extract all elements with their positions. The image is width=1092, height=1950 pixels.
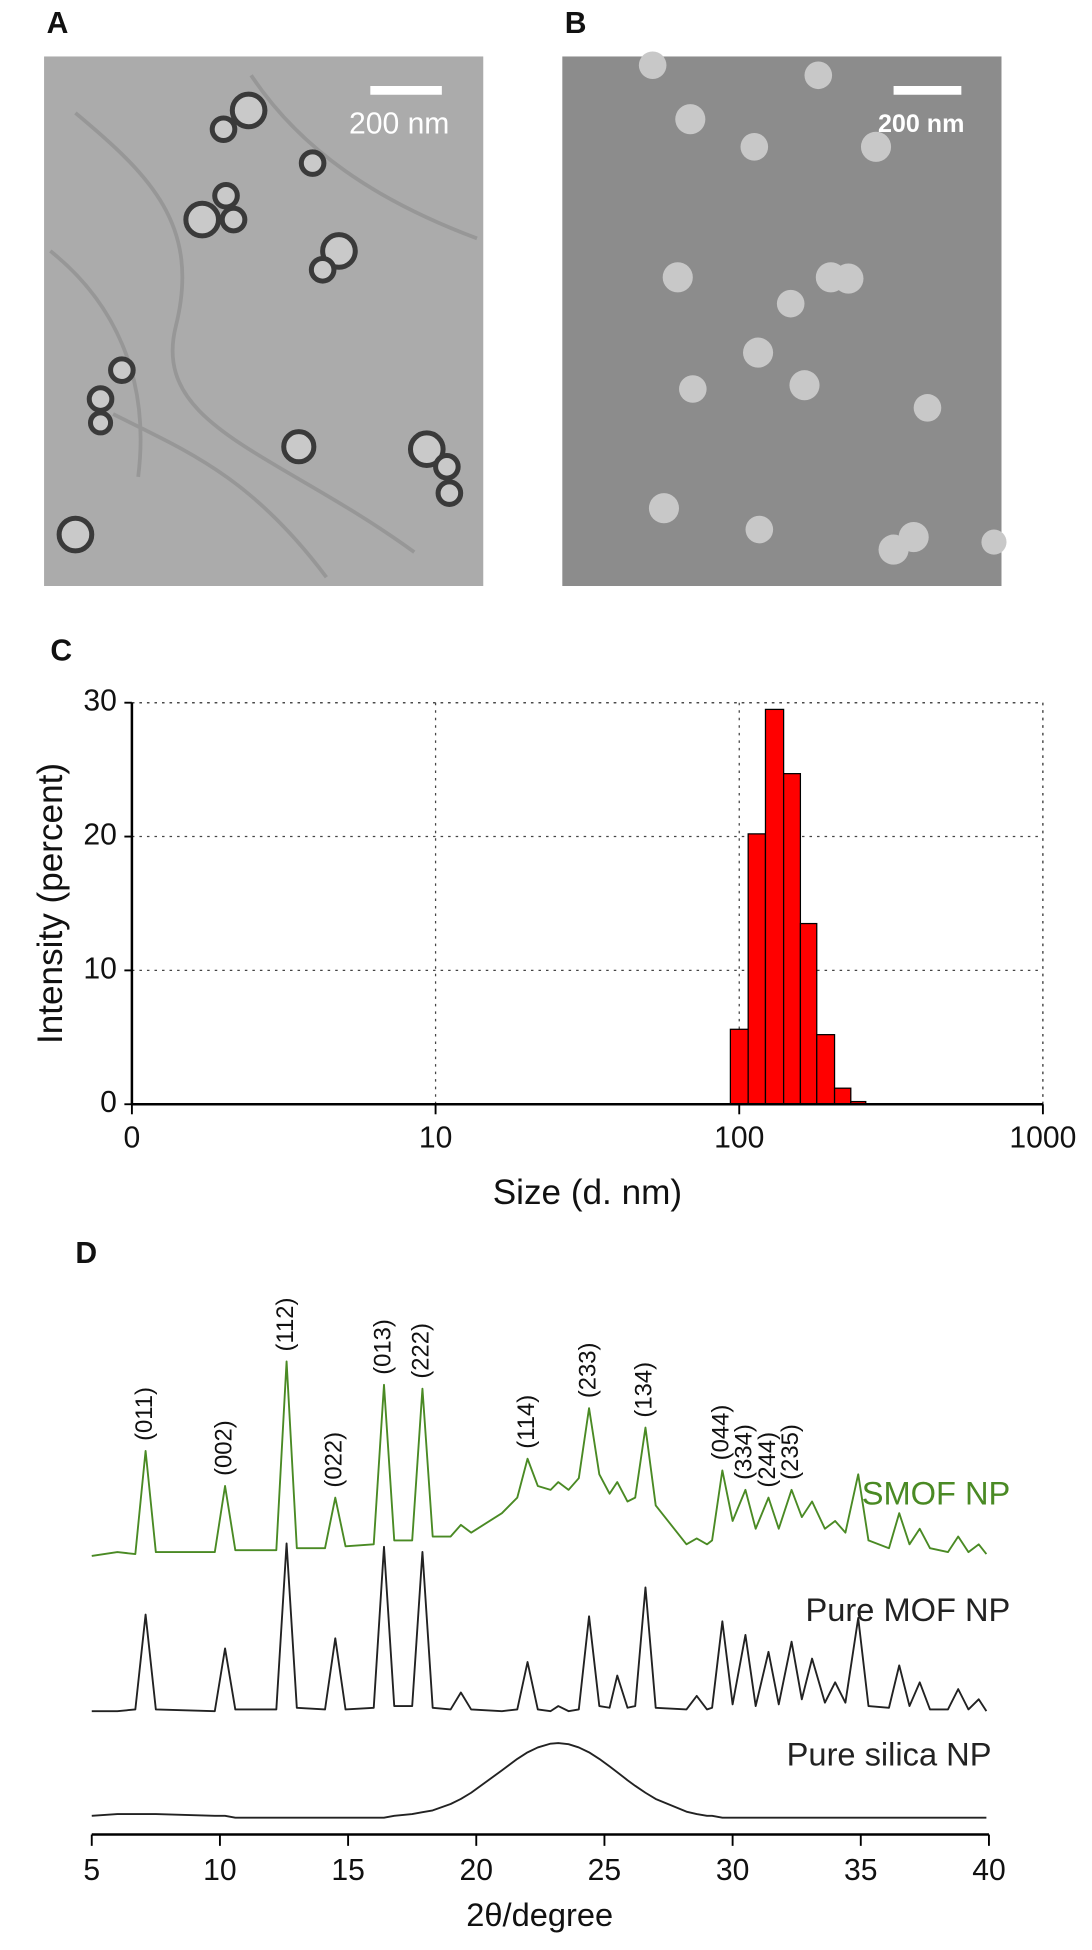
xrd-curve: [91, 1360, 988, 1557]
peak-label: (002): [210, 1420, 237, 1476]
panel-label: C: [50, 634, 72, 667]
peak-label: (235): [777, 1424, 804, 1480]
y-tick-label: 20: [83, 819, 117, 852]
peak-label: (134): [631, 1362, 658, 1418]
sem-image: [562, 51, 1007, 587]
tem-image: [44, 56, 484, 587]
x-tick-label: 5: [83, 1854, 100, 1887]
peak-label: (222): [408, 1323, 435, 1379]
panel-label: D: [75, 1237, 97, 1270]
scale-bar-label: 200 nm: [878, 110, 964, 138]
y-tick-label: 10: [83, 952, 117, 985]
peak-label: (114): [513, 1395, 540, 1449]
peak-label: (112): [272, 1298, 299, 1352]
x-tick-label: 1000: [1009, 1121, 1076, 1154]
scale-bar-label: 200 nm: [349, 107, 449, 140]
particles: [56, 91, 464, 554]
series-label: Pure MOF NP: [806, 1591, 1011, 1628]
peak-label: (233): [574, 1342, 601, 1398]
image-background: [562, 56, 1002, 587]
bar: [799, 922, 818, 1105]
y-axis-label: Intensity (percent): [31, 763, 70, 1044]
bar: [816, 1034, 836, 1105]
x-tick-label: 0: [124, 1121, 141, 1154]
xrd-curve: [91, 1542, 988, 1713]
xrd-curve: [91, 1742, 987, 1819]
peak-label: (011): [131, 1387, 158, 1441]
texture: [49, 74, 478, 579]
x-tick-label: 20: [460, 1854, 494, 1887]
x-tick-label: 15: [331, 1854, 365, 1887]
x-tick-label: 40: [972, 1854, 1005, 1887]
peak-label: (334): [731, 1424, 758, 1480]
bar: [782, 773, 802, 1105]
x-tick-label: 100: [714, 1121, 764, 1154]
bar: [764, 708, 785, 1105]
series-label: SMOF NP: [862, 1474, 1011, 1511]
bar: [729, 1028, 749, 1105]
x-tick-label: 30: [716, 1854, 750, 1887]
x-axis-label: 2θ/degree: [466, 1896, 613, 1933]
bar: [747, 833, 767, 1105]
x-tick-label: 35: [844, 1854, 877, 1887]
peak-label: (044): [708, 1405, 735, 1461]
series-label: Pure silica NP: [787, 1735, 992, 1772]
panel-label: B: [565, 7, 587, 40]
x-axis-label: Size (d. nm): [493, 1173, 682, 1212]
x-tick-label: 10: [419, 1121, 453, 1154]
x-tick-label: 10: [203, 1854, 237, 1887]
y-tick-label: 0: [100, 1086, 117, 1119]
image-background: [44, 56, 484, 587]
bar: [833, 1087, 852, 1105]
peak-label: (013): [369, 1319, 396, 1375]
peak-label: (022): [321, 1432, 348, 1488]
panel-label: A: [47, 7, 69, 40]
y-tick-label: 30: [83, 685, 117, 718]
peak-label: (244): [754, 1432, 781, 1488]
x-tick-label: 25: [588, 1854, 622, 1887]
particles: [638, 51, 1007, 565]
